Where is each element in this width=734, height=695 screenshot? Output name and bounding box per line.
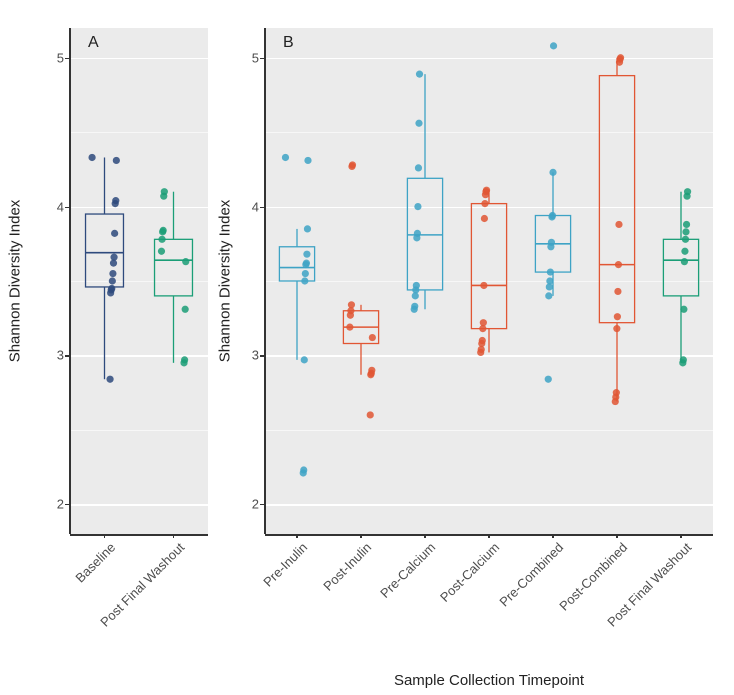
data-point — [160, 193, 167, 200]
data-point — [182, 258, 189, 265]
data-point — [680, 306, 687, 313]
ytick-label: 5 — [57, 50, 70, 65]
data-point — [679, 359, 686, 366]
data-point — [300, 469, 307, 476]
data-point — [545, 376, 552, 383]
data-point — [282, 154, 289, 161]
data-point — [159, 228, 166, 235]
data-point — [180, 359, 187, 366]
data-point — [302, 261, 309, 268]
ytick-label: 4 — [252, 199, 265, 214]
data-point — [112, 200, 119, 207]
data-point — [301, 277, 308, 284]
data-point — [681, 248, 688, 255]
data-point — [303, 251, 310, 258]
data-point — [304, 157, 311, 164]
data-point — [414, 203, 421, 210]
data-point — [546, 283, 553, 290]
data-point — [158, 248, 165, 255]
panel-b: B 2345Pre-InulinPost-InulinPre-CalciumPo… — [265, 28, 713, 534]
data-point — [182, 306, 189, 313]
box — [663, 239, 698, 296]
data-point — [158, 236, 165, 243]
ytick-label: 3 — [252, 348, 265, 363]
data-point — [615, 261, 622, 268]
ytick-label: 3 — [57, 348, 70, 363]
xlabel: Sample Collection Timepoint — [394, 672, 584, 689]
data-point — [113, 157, 120, 164]
data-point — [477, 349, 484, 356]
data-point — [412, 292, 419, 299]
data-point — [681, 258, 688, 265]
data-point — [682, 236, 689, 243]
data-point — [109, 270, 116, 277]
data-point — [614, 288, 621, 295]
panel-a: A 2345BaselinePost Final Washout — [70, 28, 208, 534]
data-point — [482, 191, 489, 198]
ytick-label: 2 — [252, 497, 265, 512]
data-point — [550, 42, 557, 49]
ylabel-a: Shannon Diversity Index — [7, 200, 24, 363]
data-point — [88, 154, 95, 161]
data-point — [615, 221, 622, 228]
data-point — [106, 376, 113, 383]
data-point — [549, 169, 556, 176]
ytick-label: 5 — [252, 50, 265, 65]
data-point — [682, 228, 689, 235]
panel-a-svg — [70, 28, 208, 534]
ytick-label: 2 — [57, 497, 70, 512]
box — [155, 239, 193, 296]
data-point — [415, 120, 422, 127]
data-point — [612, 398, 619, 405]
box — [86, 214, 124, 287]
data-point — [547, 268, 554, 275]
data-point — [683, 221, 690, 228]
figure: A 2345BaselinePost Final Washout Shannon… — [0, 0, 734, 695]
data-point — [367, 411, 374, 418]
data-point — [480, 282, 487, 289]
data-point — [411, 306, 418, 313]
data-point — [479, 325, 486, 332]
data-point — [613, 325, 620, 332]
box — [471, 204, 506, 329]
data-point — [111, 230, 118, 237]
data-point — [109, 277, 116, 284]
data-point — [107, 289, 114, 296]
data-point — [616, 59, 623, 66]
data-point — [347, 312, 354, 319]
ylabel-b: Shannon Diversity Index — [217, 200, 234, 363]
data-point — [367, 371, 374, 378]
data-point — [413, 234, 420, 241]
data-point — [481, 215, 488, 222]
data-point — [302, 270, 309, 277]
data-point — [683, 193, 690, 200]
data-point — [301, 356, 308, 363]
data-point — [346, 324, 353, 331]
data-point — [369, 334, 376, 341]
data-point — [304, 225, 311, 232]
data-point — [416, 71, 423, 78]
data-point — [547, 243, 554, 250]
box — [599, 76, 634, 323]
data-point — [614, 313, 621, 320]
data-point — [481, 200, 488, 207]
panel-b-svg — [265, 28, 713, 534]
data-point — [110, 260, 117, 267]
data-point — [545, 292, 552, 299]
ytick-label: 4 — [57, 199, 70, 214]
data-point — [348, 163, 355, 170]
data-point — [415, 164, 422, 171]
data-point — [548, 213, 555, 220]
